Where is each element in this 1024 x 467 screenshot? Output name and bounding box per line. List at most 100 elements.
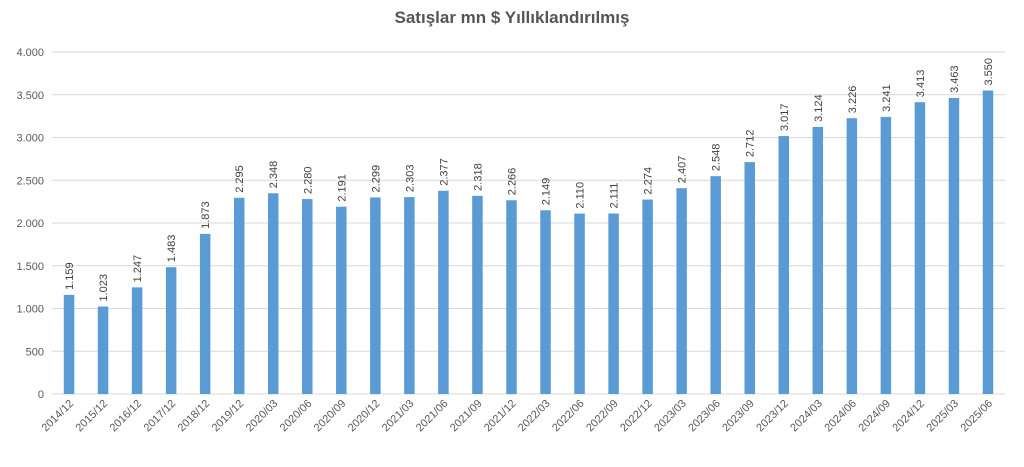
y-axis-ticks: 0 500 1.000 1.500 2.000 2.500 3.000 3.500 4.000 [16,47,44,401]
y-tick-label: 1.000 [16,304,44,316]
bar [642,199,653,394]
bar [336,206,347,394]
data-label: 2.274 [643,167,655,195]
data-label: 2.111 [609,183,621,209]
bar [880,116,892,394]
bar [404,197,415,394]
x-tick-label: 2024/03 [788,398,825,435]
bar [846,118,858,394]
y-tick-label: 4.000 [16,47,44,59]
bar [676,188,687,394]
x-tick-label: 2021/09 [448,398,485,435]
bar [63,294,75,394]
bar [778,136,790,394]
data-label: 1.873 [200,201,212,229]
x-tick-label: 2022/03 [516,398,553,435]
bar [914,102,926,394]
data-label: 2.266 [506,168,518,196]
y-tick-label: 3.500 [16,90,44,102]
data-label: 2.110 [575,182,587,209]
bar [267,193,279,394]
x-tick-label: 2020/09 [312,398,349,435]
x-tick-label: 2023/12 [754,398,791,435]
y-tick-label: 2.000 [16,218,44,230]
x-tick-label: 2021/06 [414,398,451,435]
data-label: 1.023 [98,274,110,302]
y-tick-label: 3.000 [16,133,44,145]
data-labels: 1.159 1.023 1.247 1.483 1.873 2.295 2.348 2.280… [64,58,995,302]
bar [131,287,143,394]
x-tick-label: 2023/09 [720,398,757,435]
data-label: 2.712 [745,130,757,158]
data-label: 1.159 [64,262,76,290]
data-label: 2.348 [268,161,280,189]
grid-lines [52,51,1005,395]
bar [506,200,517,394]
bar [812,126,824,394]
x-tick-label: 2020/03 [244,398,281,435]
data-label: 3.017 [779,104,791,132]
data-label: 3.463 [949,65,961,93]
data-label: 3.413 [915,70,927,98]
data-label: 3.124 [813,94,825,122]
data-label: 2.280 [302,167,314,195]
data-label: 3.550 [983,58,995,86]
data-label: 2.149 [541,178,553,206]
data-label: 2.548 [711,144,723,172]
y-tick-label: 1.500 [16,261,44,273]
x-tick-label: 2014/12 [40,398,77,435]
bar [540,210,551,394]
data-label: 2.407 [677,156,689,184]
bar [233,197,245,394]
x-tick-label: 2017/12 [142,398,179,435]
x-axis-ticks: 2014/122015/122016/122017/122018/122019/… [40,398,996,435]
x-tick-label: 2023/03 [652,398,689,435]
x-tick-label: 2020/06 [278,398,315,435]
y-tick-label: 2.500 [16,175,44,187]
data-label: 2.191 [336,174,348,202]
data-label: 2.318 [472,163,484,191]
data-label: 1.483 [166,235,178,263]
x-tick-label: 2021/12 [482,398,519,435]
data-label: 3.226 [847,86,859,114]
bar [574,213,585,394]
data-label: 2.295 [234,165,246,193]
x-tick-label: 2022/09 [584,398,621,435]
bar [438,190,449,394]
data-label: 2.299 [370,165,382,193]
data-label: 2.377 [438,158,450,186]
x-tick-label: 2019/12 [210,398,247,435]
x-tick-label: 2015/12 [74,398,111,435]
bar [948,97,960,394]
data-label: 3.241 [881,84,893,112]
bar [97,306,109,394]
x-tick-label: 2024/06 [822,398,859,435]
bar [370,197,381,394]
bar [710,176,721,394]
bar [472,195,483,394]
x-tick-label: 2025/06 [958,398,995,435]
x-tick-label: 2024/12 [890,398,927,435]
x-tick-label: 2025/03 [924,398,961,435]
x-tick-label: 2022/12 [618,398,655,435]
bar [165,267,177,394]
x-tick-label: 2022/06 [550,398,587,435]
x-tick-label: 2020/12 [346,398,383,435]
x-tick-label: 2021/03 [380,398,417,435]
bar [302,199,313,394]
bar [744,162,755,394]
bar [608,213,619,394]
chart-title: Satışlar mn $ Yıllıklandırılmış [394,8,630,27]
y-tick-label: 500 [26,346,44,358]
bar [199,233,211,394]
data-label: 2.303 [404,165,416,193]
x-tick-label: 2016/12 [108,398,145,435]
x-tick-label: 2024/09 [856,398,893,435]
x-tick-label: 2018/12 [176,398,213,435]
bar [982,90,994,394]
x-tick-label: 2023/06 [686,398,723,435]
data-label: 1.247 [132,255,144,283]
y-tick-label: 0 [38,389,44,401]
